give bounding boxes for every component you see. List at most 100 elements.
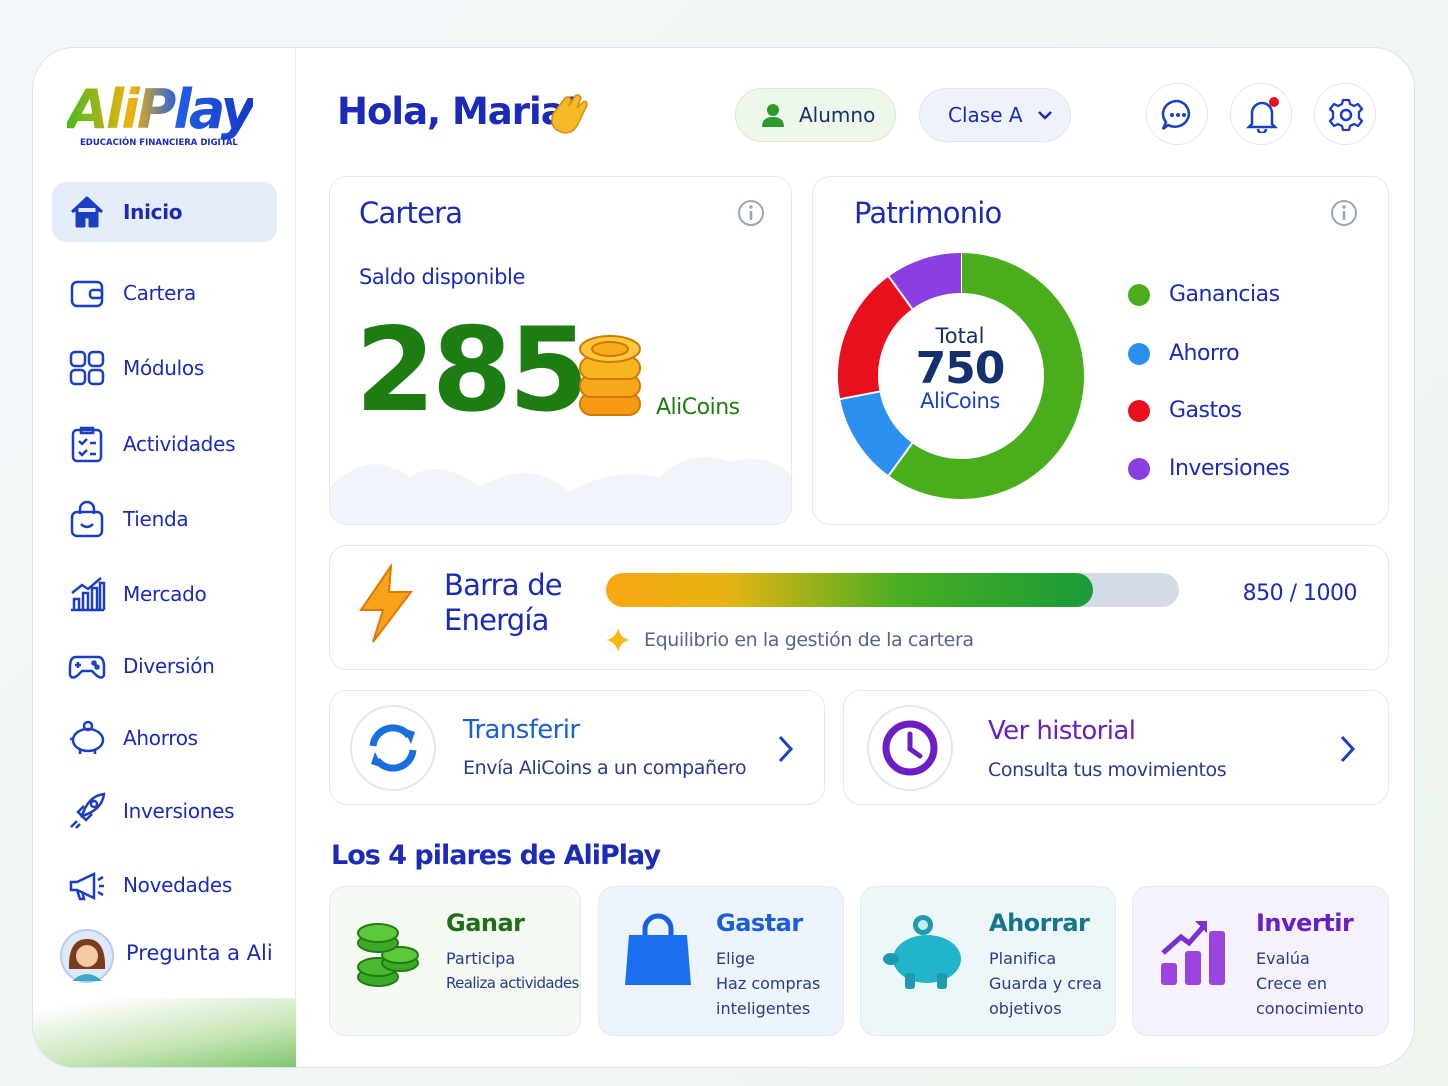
logo-subtitle: EDUCACIÓN FINANCIERA DIGITAL — [80, 138, 238, 148]
logo: AliPlay — [67, 78, 256, 141]
action-subtitle: Consulta tus movimientos — [988, 759, 1227, 781]
nav-item[interactable]: Tienda — [52, 489, 277, 549]
class-selector[interactable]: Clase A — [919, 88, 1071, 142]
pillar-card[interactable]: Gastar Elige Haz compras inteligentes — [598, 886, 844, 1036]
pillar-title: Gastar — [716, 909, 803, 937]
pillar-line: Realiza actividades — [446, 974, 579, 992]
legend-dot — [1128, 458, 1150, 480]
pillar-line: Elige — [716, 949, 755, 968]
pillar-line: Guarda y crea objetivos — [989, 974, 1102, 1018]
total-unit: AliCoins — [920, 389, 1000, 413]
pillar-card[interactable]: Ahorrar Planifica Guarda y crea objetivos — [860, 886, 1116, 1036]
wallet-card — [329, 176, 792, 525]
pillar-icon — [357, 923, 419, 987]
greeting: Hola, Maria! — [337, 90, 582, 133]
segment-gap — [887, 442, 914, 477]
legend-label: Gastos — [1169, 398, 1242, 423]
nav-item[interactable]: Actividades — [52, 414, 277, 474]
pillar-line: Crece en conocimiento — [1256, 974, 1364, 1018]
icon — [69, 872, 104, 901]
total: 750 — [915, 343, 1006, 394]
nav-item[interactable]: Inversiones — [52, 781, 277, 841]
donut-segment — [838, 276, 913, 400]
nav-item[interactable]: Ahorros — [52, 708, 277, 768]
nav-item[interactable]: Inicio — [52, 182, 277, 242]
nav-label: Inversiones — [123, 799, 235, 823]
donut-segment — [840, 390, 913, 476]
balance: 285 — [355, 303, 589, 438]
icon — [70, 196, 104, 228]
pillars-title: Los 4 pilares de AliPlay — [331, 840, 661, 871]
class-name: Clase A — [948, 103, 1023, 127]
nav-item[interactable]: Diversión — [52, 636, 277, 696]
energy-hint: Equilibrio en la gestión de la cartera — [644, 629, 974, 651]
role: Alumno — [799, 103, 876, 127]
energy-label: 850 / 1000 — [1242, 581, 1358, 606]
sidebar — [33, 48, 296, 1067]
ask-ali[interactable]: Pregunta a Ali — [126, 941, 273, 965]
icon — [71, 577, 106, 612]
chevron — [778, 735, 794, 763]
transfer-icon — [350, 705, 436, 791]
chat-button[interactable] — [1146, 83, 1208, 145]
chart-title: Patrimonio — [854, 196, 1002, 230]
nav-item[interactable]: Módulos — [52, 338, 277, 398]
icon — [69, 350, 105, 386]
info-icon[interactable] — [1330, 199, 1358, 227]
pillar-title: Invertir — [1256, 909, 1354, 937]
info-icon[interactable] — [737, 199, 765, 227]
role-pill[interactable]: Alumno — [735, 88, 896, 142]
icon — [70, 720, 105, 754]
coins-icon — [579, 335, 641, 416]
icon — [1245, 97, 1279, 133]
icon — [70, 792, 106, 829]
action-title: Ver historial — [988, 716, 1136, 746]
legend-dot — [1128, 343, 1150, 365]
energy-card — [329, 545, 1389, 670]
nav-label: Tienda — [123, 507, 189, 531]
balance-unit: AliCoins — [656, 395, 740, 420]
donut-chart — [838, 253, 1084, 499]
notifications-button[interactable] — [1230, 83, 1292, 145]
ali-avatar — [60, 929, 114, 983]
legend-label: Ganancias — [1169, 282, 1280, 307]
icon — [1161, 99, 1191, 130]
pillar-line: Haz compras inteligentes — [716, 974, 821, 1018]
sparkle — [606, 628, 630, 652]
pillar-text: Evalúa Crece en conocimiento — [1256, 946, 1381, 1021]
history-icon — [867, 705, 953, 791]
wallet-title: Cartera — [359, 196, 463, 230]
pillar-text: Elige Haz compras inteligentes — [716, 946, 831, 1021]
nav-item[interactable]: Novedades — [52, 855, 277, 915]
segment-gap — [887, 275, 914, 310]
nav-label: Ahorros — [123, 726, 198, 750]
pillar-line: Evalúa — [1256, 949, 1310, 968]
wallet-subtitle: Saldo disponible — [359, 265, 525, 289]
nav-item[interactable]: Cartera — [52, 263, 277, 323]
settings-button[interactable] — [1314, 83, 1376, 145]
nav-label: Novedades — [123, 873, 233, 897]
nav-label: Módulos — [123, 356, 204, 380]
user-icon — [762, 104, 784, 127]
energy-title: Barra de Energía — [444, 568, 563, 637]
icon — [71, 426, 103, 463]
segment-gap — [839, 390, 880, 401]
pillar-card[interactable]: Invertir Evalúa Crece en conocimiento — [1132, 886, 1389, 1036]
energy-fill — [606, 573, 1094, 607]
pillar-icon — [1161, 921, 1225, 985]
legend-label: Inversiones — [1169, 456, 1290, 481]
pillar-icon — [883, 915, 961, 989]
pillar-icon — [625, 913, 691, 985]
nav-label: Mercado — [123, 582, 207, 606]
icon — [70, 280, 104, 308]
nav-item[interactable]: Mercado — [52, 564, 277, 624]
pillar-card[interactable]: Ganar Participa Realiza actividades — [329, 886, 581, 1036]
donut-center: Total 750 AliCoins — [860, 326, 1060, 412]
app-window: AliPlay EDUCACIÓN FINANCIERA DIGITAL Ini… — [32, 47, 1415, 1068]
icon — [1328, 98, 1364, 132]
nav-label: Cartera — [123, 281, 196, 305]
pillar-text: Planifica Guarda y crea objetivos — [989, 946, 1104, 1021]
nav-label: Actividades — [123, 432, 236, 456]
pillar-line: Planifica — [989, 949, 1057, 968]
